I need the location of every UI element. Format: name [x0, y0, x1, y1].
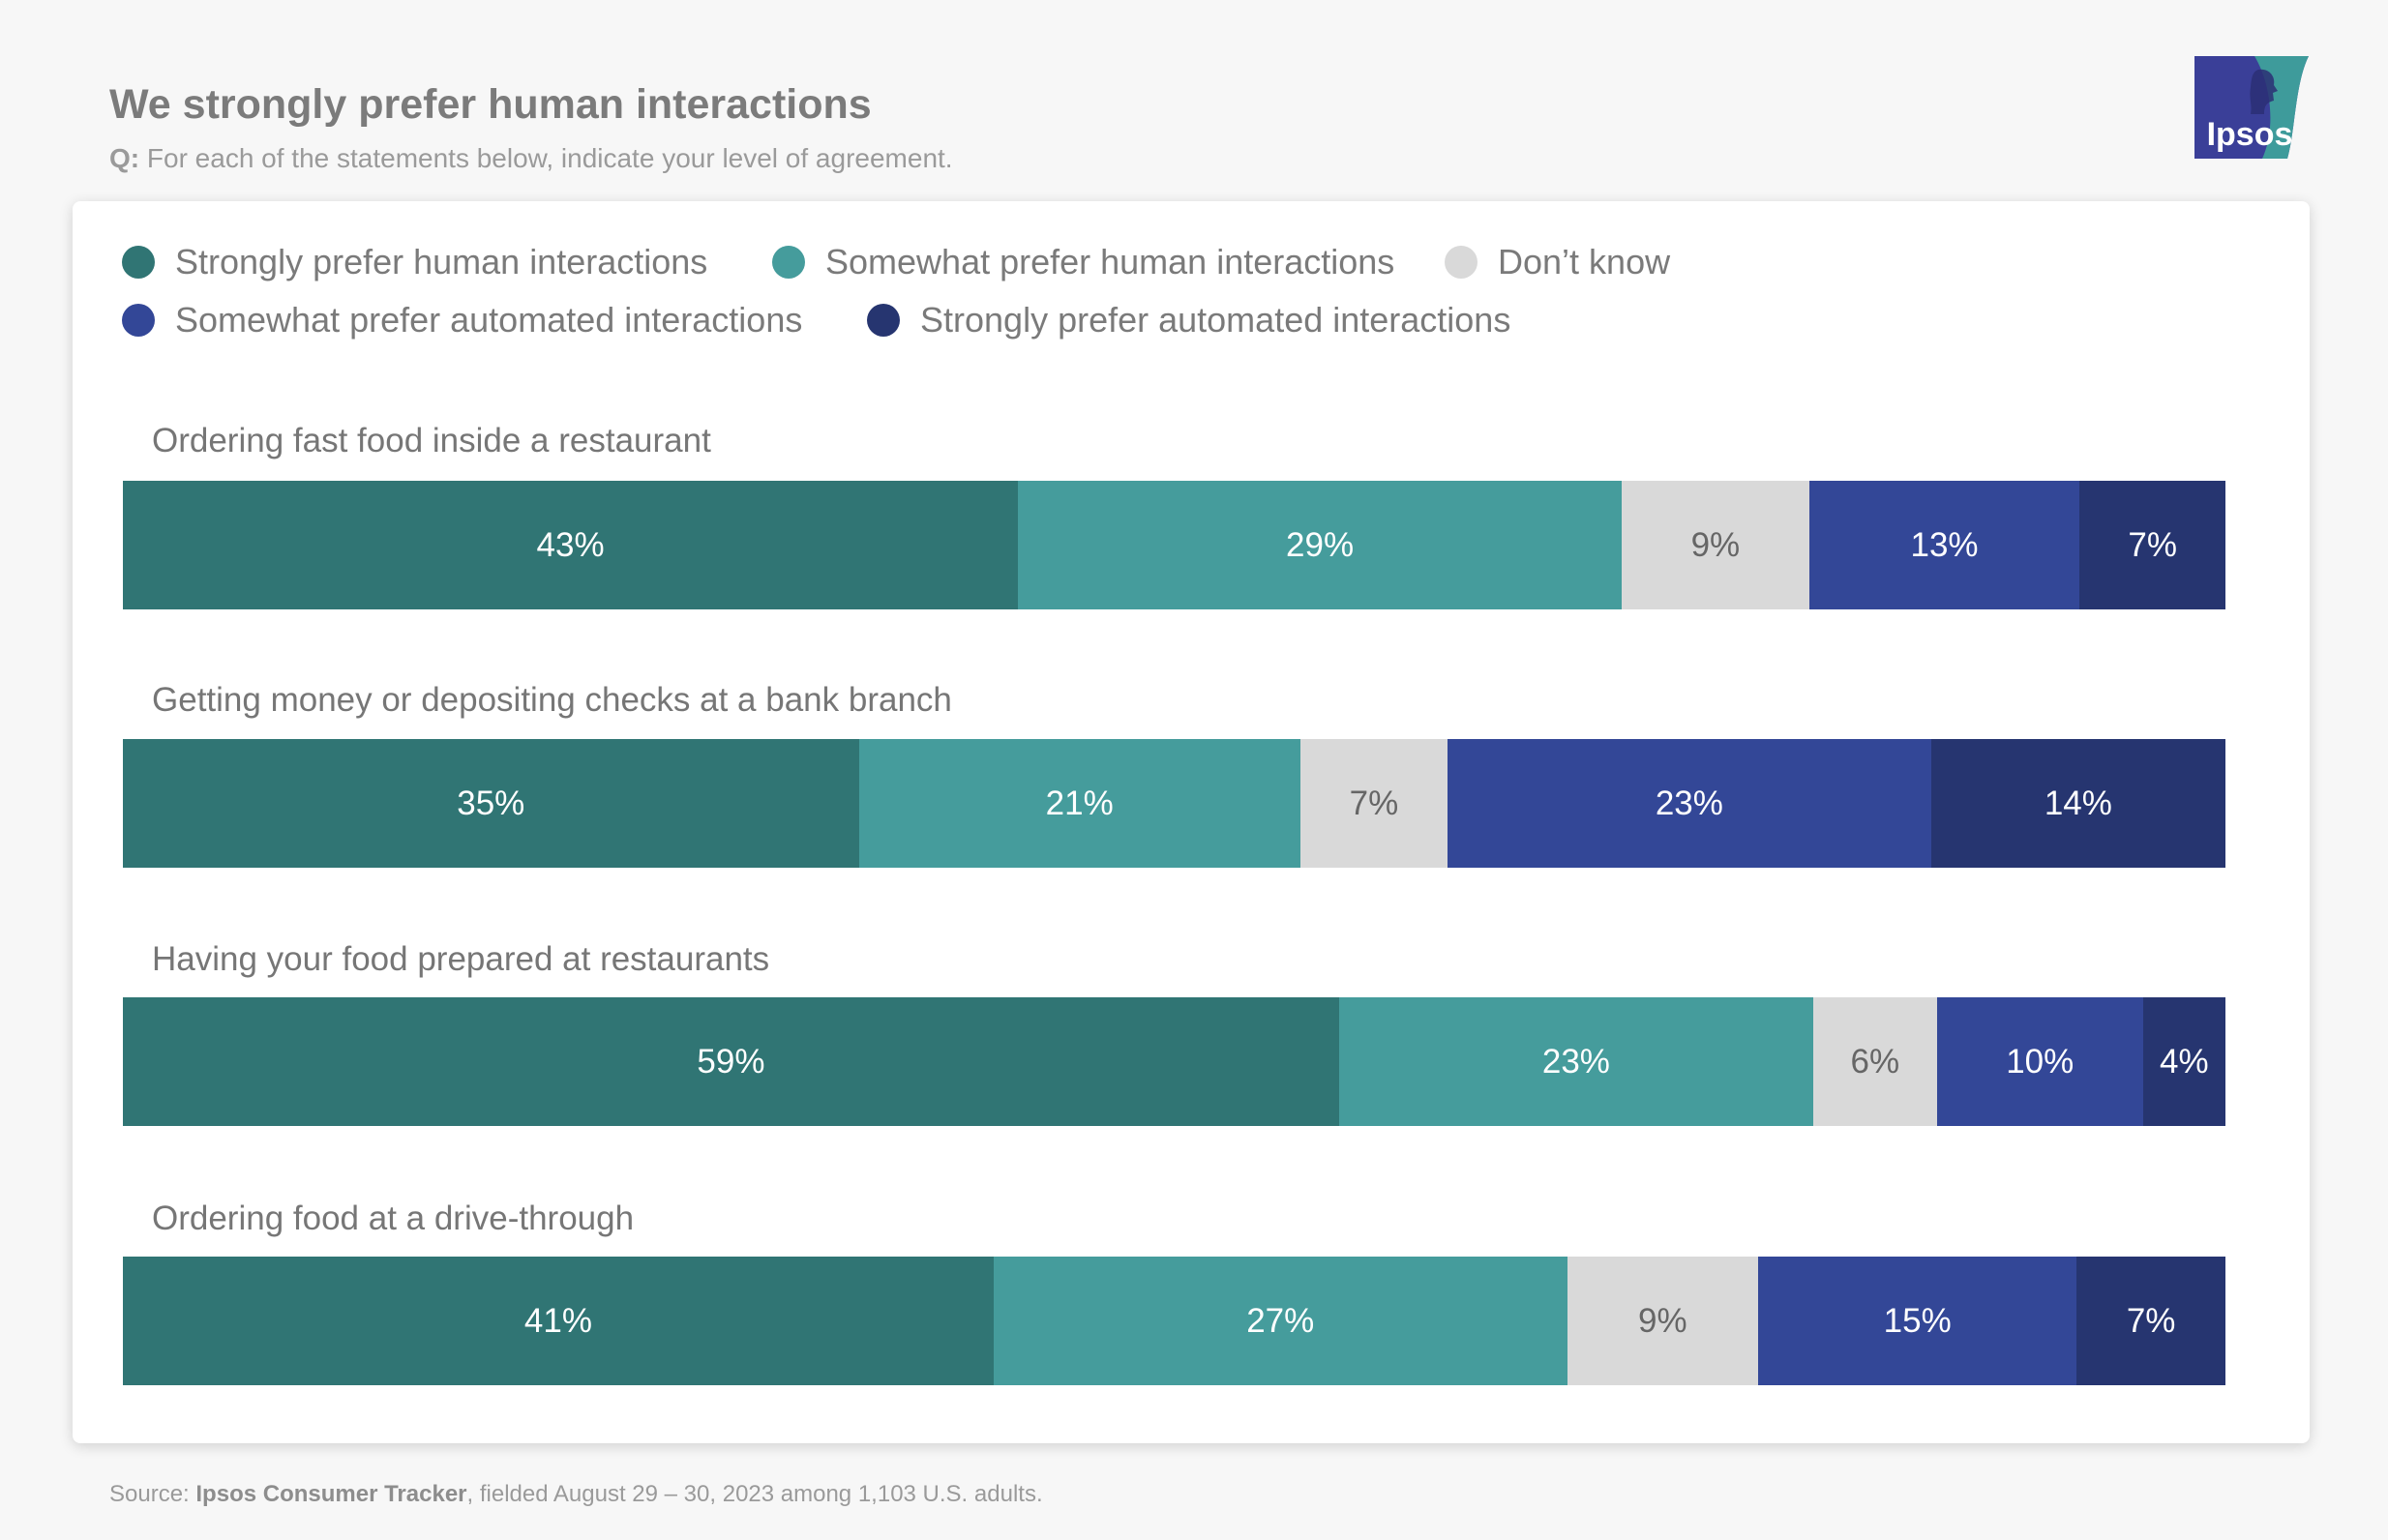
- legend-swatch: [122, 246, 155, 279]
- question-subtitle: Q: For each of the statements below, ind…: [109, 143, 953, 174]
- svg-text:Ipsos: Ipsos: [2207, 116, 2293, 153]
- bar-segment: 43%: [123, 481, 1019, 609]
- data-label: 15%: [1883, 1301, 1952, 1340]
- legend-item-dont-know: Don’t know: [1445, 242, 1670, 282]
- bar-segment: 4%: [2142, 997, 2225, 1126]
- bar-segment: 7%: [1299, 739, 1448, 868]
- bar-segment: 14%: [1930, 739, 2225, 868]
- bar-segment: 9%: [1622, 481, 1809, 609]
- legend-item-strongly-human: Strongly prefer human interactions: [122, 242, 707, 282]
- bar-segment: 13%: [1808, 481, 2080, 609]
- stacked-bar: 35% 21% 7% 23% 14%: [123, 739, 2225, 868]
- bar-segment: 29%: [1018, 481, 1623, 609]
- bar-segment: 10%: [1936, 997, 2143, 1126]
- data-label: 9%: [1690, 525, 1741, 564]
- category-label: Getting money or depositing checks at a …: [152, 681, 952, 719]
- source-name: Ipsos Consumer Tracker: [195, 1481, 467, 1507]
- stacked-bar: 59% 23% 6% 10% 4%: [123, 997, 2225, 1126]
- data-label: 10%: [2006, 1042, 2075, 1081]
- ipsos-logo: Ipsos: [2194, 56, 2309, 159]
- bar-segment: 21%: [858, 739, 1300, 868]
- data-label: 13%: [1910, 525, 1979, 564]
- legend-label: Strongly prefer automated interactions: [920, 300, 1511, 340]
- question-prefix: Q:: [109, 143, 140, 173]
- bar-segment: 7%: [2076, 1257, 2225, 1385]
- data-label: 41%: [523, 1301, 592, 1340]
- stacked-bar: 43% 29% 9% 13% 7%: [123, 481, 2225, 609]
- data-label: 7%: [1349, 784, 1399, 822]
- data-label: 14%: [2044, 784, 2112, 822]
- legend-label: Don’t know: [1498, 242, 1671, 281]
- source-prefix: Source:: [109, 1481, 196, 1507]
- bar-segment: 6%: [1812, 997, 1937, 1126]
- legend-label: Somewhat prefer human interactions: [825, 242, 1395, 281]
- data-label: 23%: [1541, 1042, 1610, 1081]
- data-label: 4%: [2160, 1042, 2209, 1081]
- legend-label: Somewhat prefer automated interactions: [175, 300, 803, 340]
- data-label: 27%: [1246, 1301, 1315, 1340]
- legend-swatch: [867, 304, 900, 337]
- data-label: 35%: [457, 784, 525, 822]
- data-label: 6%: [1850, 1042, 1900, 1081]
- bar-segment: 23%: [1338, 997, 1813, 1126]
- bar-segment: 41%: [123, 1257, 994, 1385]
- data-label: 9%: [1638, 1301, 1687, 1340]
- category-label: Having your food prepared at restaurants: [152, 940, 770, 978]
- source-text: , fielded August 29 – 30, 2023 among 1,1…: [466, 1481, 1043, 1507]
- bar-segment: 59%: [123, 997, 1339, 1126]
- page-title: We strongly prefer human interactions: [109, 81, 872, 128]
- legend-item-somewhat-human: Somewhat prefer human interactions: [772, 242, 1394, 282]
- data-label: 29%: [1286, 525, 1355, 564]
- bar-segment: 15%: [1758, 1257, 2077, 1385]
- bar-segment: 27%: [993, 1257, 1567, 1385]
- data-label: 59%: [697, 1042, 765, 1081]
- category-label: Ordering food at a drive-through: [152, 1199, 635, 1237]
- legend-label: Strongly prefer human interactions: [175, 242, 708, 281]
- data-label: 21%: [1045, 784, 1114, 822]
- bar-segment: 9%: [1567, 1257, 1759, 1385]
- stacked-bar: 41% 27% 9% 15% 7%: [123, 1257, 2225, 1385]
- legend-swatch: [772, 246, 805, 279]
- category-label: Ordering fast food inside a restaurant: [152, 422, 711, 459]
- bar-segment: 7%: [2079, 481, 2225, 609]
- bar-segment: 35%: [123, 739, 859, 868]
- data-label: 23%: [1655, 784, 1723, 822]
- data-label: 7%: [2128, 525, 2177, 564]
- source-note: Source: Ipsos Consumer Tracker, fielded …: [109, 1481, 1043, 1508]
- question-text: For each of the statements below, indica…: [139, 143, 953, 173]
- legend-swatch: [1445, 246, 1478, 279]
- legend-item-somewhat-automated: Somewhat prefer automated interactions: [122, 300, 802, 341]
- bar-segment: 23%: [1447, 739, 1931, 868]
- data-label: 43%: [536, 525, 605, 564]
- legend-item-strongly-automated: Strongly prefer automated interactions: [867, 300, 1510, 341]
- data-label: 7%: [2126, 1301, 2176, 1340]
- legend-swatch: [122, 304, 155, 337]
